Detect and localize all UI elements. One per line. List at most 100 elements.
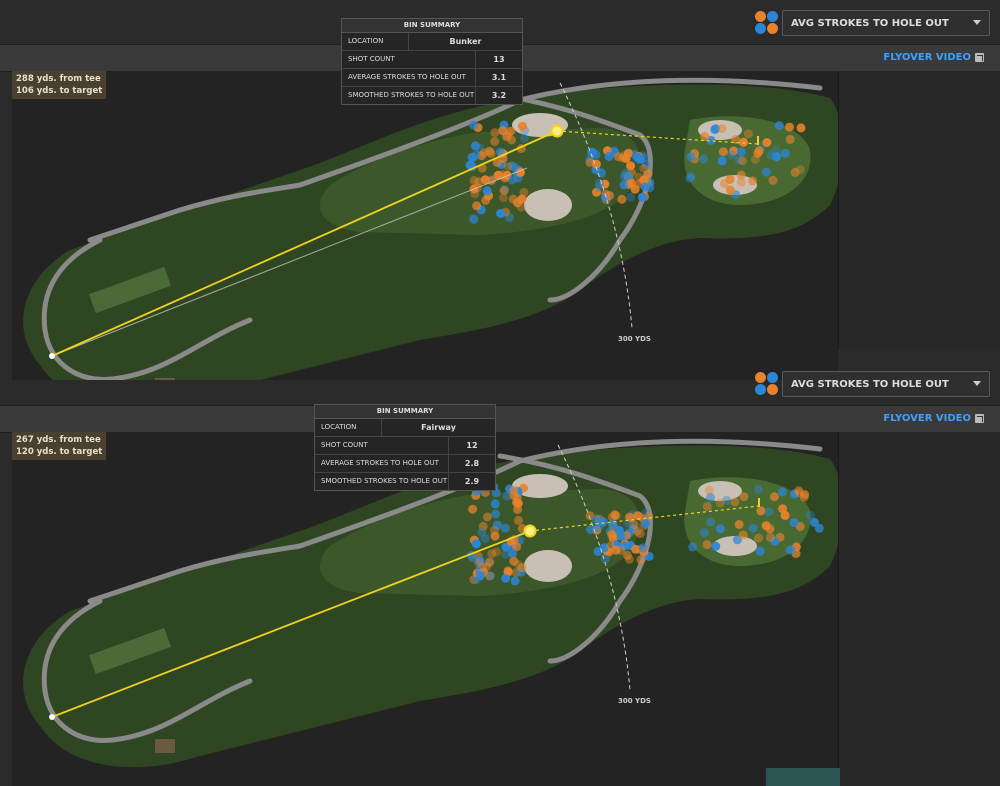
side-panel xyxy=(838,71,1000,349)
heat-dot xyxy=(641,159,651,169)
heat-dot xyxy=(717,124,727,133)
heat-dot xyxy=(809,517,819,527)
metric-dropdown[interactable]: AVG STROKES TO HOLE OUT xyxy=(782,371,990,397)
heat-dot xyxy=(715,524,725,534)
row-label: SHOT COUNT xyxy=(342,51,476,68)
heat-dot xyxy=(604,191,614,201)
heat-dot xyxy=(490,531,500,541)
heat-dot xyxy=(699,528,709,538)
heat-dot xyxy=(585,157,595,167)
heat-dot xyxy=(507,161,517,171)
heat-dot xyxy=(507,175,517,185)
heat-dot xyxy=(633,511,643,521)
panel-header xyxy=(0,405,1000,433)
heat-dot xyxy=(704,485,714,495)
heat-dot xyxy=(629,520,639,529)
heat-dot xyxy=(766,150,776,160)
heat-dot xyxy=(492,547,502,557)
heat-dot xyxy=(503,566,513,576)
heat-dot xyxy=(735,155,744,165)
heat-dot xyxy=(468,153,478,162)
hole-map-canvas[interactable]: 300 YDS xyxy=(12,71,838,380)
heat-dot xyxy=(621,153,631,163)
heat-dot xyxy=(475,556,485,566)
heat-dot xyxy=(622,171,632,181)
heat-dot xyxy=(814,523,824,533)
heat-dot xyxy=(785,122,794,132)
heat-dot xyxy=(485,557,495,567)
heat-dot xyxy=(699,154,709,164)
heat-dot xyxy=(686,152,696,162)
heat-dot xyxy=(738,156,748,166)
heat-dot xyxy=(631,544,641,554)
hole-map[interactable]: 300 YDS xyxy=(12,71,838,380)
heat-dot xyxy=(633,152,642,162)
bunker-area xyxy=(512,474,568,498)
distance-from-tee: 288 yds. from tee xyxy=(16,74,101,84)
heat-dot xyxy=(736,170,746,180)
heat-dot xyxy=(805,510,815,520)
heat-dot xyxy=(725,185,735,195)
heat-dot xyxy=(765,532,775,542)
tee-box xyxy=(88,627,172,675)
heat-dot xyxy=(617,194,627,204)
heat-dot xyxy=(490,128,500,138)
heat-dot xyxy=(755,546,765,556)
heat-dot xyxy=(600,179,610,189)
heat-dot xyxy=(700,131,710,141)
heat-dot xyxy=(718,147,728,157)
bin-summary-row: AVERAGE STROKES TO HOLE OUT 3.1 xyxy=(342,69,522,87)
bunker-area xyxy=(524,189,572,221)
heat-dot xyxy=(623,550,632,560)
hole-map[interactable]: 300 YDS xyxy=(12,432,838,786)
flyover-video-label: FLYOVER VIDEO xyxy=(883,413,971,424)
heat-dot xyxy=(477,527,487,537)
metric-dropdown[interactable]: AVG STROKES TO HOLE OUT xyxy=(782,10,990,36)
heat-dot xyxy=(727,150,737,160)
heat-dot xyxy=(627,178,637,188)
heat-dot xyxy=(468,120,478,130)
yardage-arc xyxy=(559,82,633,329)
heat-dot xyxy=(785,134,795,144)
external-link-icon xyxy=(975,414,984,423)
chevron-down-icon xyxy=(973,20,981,25)
heat-dot xyxy=(613,152,623,162)
cart-path xyxy=(41,237,253,380)
heat-dot xyxy=(780,148,790,158)
heat-dot xyxy=(510,576,520,586)
heat-dot xyxy=(739,492,749,502)
heat-dot xyxy=(480,534,490,543)
heat-dot xyxy=(706,517,716,527)
heat-dot xyxy=(482,186,492,196)
heat-dot xyxy=(641,519,651,529)
bin-summary-title: BIN SUMMARY xyxy=(315,405,495,419)
heat-dot xyxy=(639,175,649,185)
hole-map-canvas[interactable]: 300 YDS xyxy=(12,432,838,786)
heat-dot xyxy=(756,506,766,516)
heat-dot xyxy=(468,504,478,514)
heatmap-legend-icon xyxy=(755,11,779,35)
approach-line xyxy=(529,505,760,532)
heat-dot xyxy=(509,556,519,566)
heat-dot xyxy=(468,214,478,224)
heat-dot xyxy=(493,170,503,180)
flyover-video-label: FLYOVER VIDEO xyxy=(883,52,971,63)
heat-dot xyxy=(771,145,781,155)
heat-dot xyxy=(474,177,484,187)
bunker-area xyxy=(713,536,757,556)
heat-dot xyxy=(754,533,763,543)
heat-dot xyxy=(595,517,605,527)
heat-dot xyxy=(498,193,508,203)
flyover-video-link[interactable]: FLYOVER VIDEO xyxy=(883,52,984,63)
row-label: AVERAGE STROKES TO HOLE OUT xyxy=(342,69,476,86)
heat-dot xyxy=(734,520,744,529)
heat-dot xyxy=(475,571,485,581)
flyover-video-link[interactable]: FLYOVER VIDEO xyxy=(883,413,984,424)
heat-dot xyxy=(469,215,479,225)
heat-dot xyxy=(472,483,482,493)
heat-dot xyxy=(486,571,496,581)
heat-dot xyxy=(614,525,624,535)
heat-dot xyxy=(489,482,499,492)
heat-dot xyxy=(491,509,501,519)
heat-dot xyxy=(640,182,650,192)
